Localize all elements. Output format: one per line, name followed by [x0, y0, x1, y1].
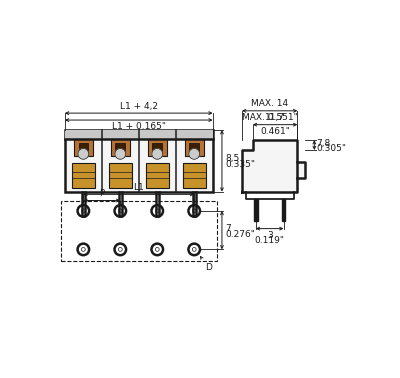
- Text: P: P: [99, 189, 104, 198]
- Circle shape: [189, 149, 200, 159]
- Text: L1: L1: [134, 183, 144, 192]
- Text: 7: 7: [225, 224, 231, 233]
- Bar: [111, 139, 130, 156]
- Text: D: D: [200, 257, 212, 272]
- Text: L1 + 0.165": L1 + 0.165": [112, 122, 166, 132]
- Circle shape: [115, 149, 126, 159]
- Bar: [190, 143, 199, 152]
- Bar: [152, 143, 162, 152]
- Bar: [146, 163, 169, 188]
- Text: MAX. 14: MAX. 14: [251, 99, 288, 108]
- Text: 0.276": 0.276": [225, 230, 255, 239]
- Text: MAX. 0.551": MAX. 0.551": [242, 113, 298, 122]
- Text: 0.119": 0.119": [255, 236, 285, 245]
- Polygon shape: [297, 163, 305, 178]
- Bar: [65, 130, 213, 192]
- Text: 3: 3: [267, 231, 272, 240]
- Text: 11,7: 11,7: [265, 113, 285, 122]
- Bar: [72, 163, 95, 188]
- Text: 0.335": 0.335": [225, 160, 255, 169]
- Circle shape: [152, 149, 163, 159]
- Text: L1 + 4,2: L1 + 4,2: [120, 102, 158, 111]
- Bar: [109, 163, 132, 188]
- Bar: [148, 139, 167, 156]
- Bar: [78, 143, 88, 152]
- Polygon shape: [282, 199, 286, 221]
- Bar: [61, 201, 216, 261]
- Bar: [65, 130, 213, 139]
- Bar: [74, 139, 93, 156]
- Text: 0.461": 0.461": [260, 127, 290, 136]
- Text: 8,5: 8,5: [225, 154, 239, 163]
- Text: 7,8: 7,8: [317, 139, 331, 148]
- Text: 0.305": 0.305": [317, 144, 347, 153]
- Bar: [183, 163, 206, 188]
- Polygon shape: [254, 199, 258, 221]
- Bar: [185, 139, 204, 156]
- Bar: [116, 143, 125, 152]
- Polygon shape: [242, 140, 297, 192]
- Circle shape: [78, 149, 89, 159]
